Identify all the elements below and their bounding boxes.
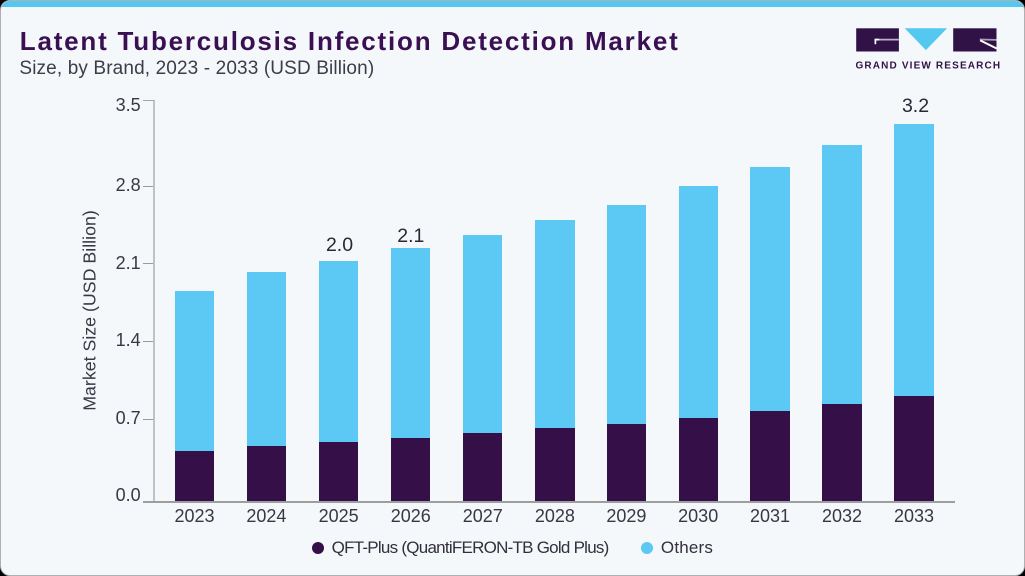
svg-text:GRAND VIEW RESEARCH: GRAND VIEW RESEARCH bbox=[856, 60, 1002, 71]
